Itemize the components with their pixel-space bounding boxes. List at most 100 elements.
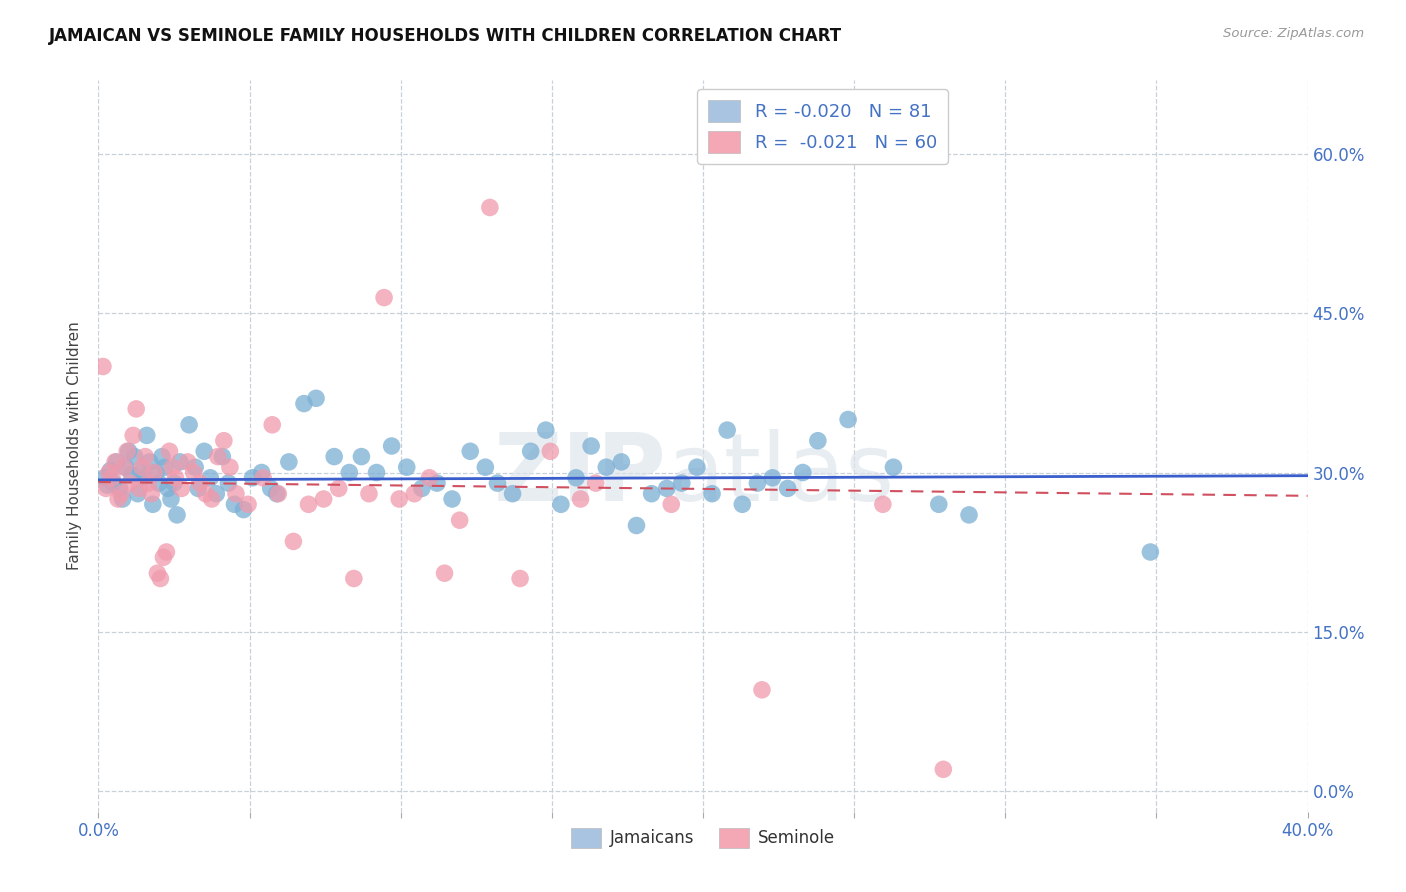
Point	[187, 482, 209, 496]
Point	[655, 482, 678, 496]
Point	[267, 486, 290, 500]
Point	[266, 486, 288, 500]
Point	[585, 476, 607, 491]
Point	[957, 508, 980, 522]
Point	[100, 463, 122, 477]
Point	[671, 476, 693, 491]
Point	[277, 455, 299, 469]
Point	[93, 471, 115, 485]
Point	[474, 460, 496, 475]
Point	[139, 455, 162, 469]
Point	[163, 476, 186, 491]
Point	[155, 545, 177, 559]
Point	[305, 392, 328, 406]
Text: Source: ZipAtlas.com: Source: ZipAtlas.com	[1223, 27, 1364, 40]
Point	[337, 466, 360, 480]
Point	[610, 455, 633, 469]
Point	[135, 428, 157, 442]
Point	[111, 491, 134, 506]
Point	[129, 466, 152, 480]
Point	[534, 423, 557, 437]
Point	[224, 497, 246, 511]
Point	[149, 572, 172, 586]
Point	[236, 497, 259, 511]
Point	[152, 550, 174, 565]
Point	[143, 466, 166, 480]
Point	[104, 455, 127, 469]
Point	[159, 444, 181, 458]
Point	[112, 460, 135, 475]
Point	[1139, 545, 1161, 559]
Point	[153, 460, 176, 475]
Point	[91, 359, 114, 374]
Point	[205, 486, 228, 500]
Point	[184, 460, 207, 475]
Point	[120, 476, 142, 491]
Point	[217, 476, 239, 491]
Point	[350, 450, 373, 464]
Point	[388, 491, 411, 506]
Point	[343, 572, 366, 586]
Point	[659, 497, 682, 511]
Point	[716, 423, 738, 437]
Point	[373, 291, 395, 305]
Point	[200, 471, 222, 485]
Point	[107, 491, 129, 506]
Point	[176, 455, 198, 469]
Point	[478, 201, 501, 215]
Text: ZIP: ZIP	[494, 429, 666, 521]
Point	[792, 466, 814, 480]
Point	[96, 478, 118, 492]
Point	[165, 471, 187, 485]
Point	[131, 460, 153, 475]
Point	[169, 455, 191, 469]
Point	[201, 491, 224, 506]
Point	[134, 450, 156, 464]
Point	[595, 460, 617, 475]
Point	[509, 572, 531, 586]
Point	[458, 444, 481, 458]
Point	[519, 444, 541, 458]
Point	[219, 460, 242, 475]
Point	[142, 497, 165, 511]
Point	[114, 460, 136, 475]
Point	[686, 460, 709, 475]
Point	[124, 450, 146, 464]
Point	[141, 486, 163, 500]
Point	[108, 482, 131, 496]
Point	[312, 491, 335, 506]
Point	[262, 417, 284, 432]
Point	[252, 471, 274, 485]
Point	[569, 491, 592, 506]
Point	[449, 513, 471, 527]
Legend: Jamaicans, Seminole: Jamaicans, Seminole	[565, 821, 841, 855]
Point	[148, 476, 170, 491]
Point	[761, 471, 783, 485]
Point	[486, 476, 509, 491]
Point	[283, 534, 305, 549]
Point	[882, 460, 904, 475]
Point	[418, 471, 440, 485]
Point	[128, 482, 150, 496]
Point	[411, 482, 433, 496]
Point	[98, 466, 121, 480]
Point	[150, 450, 173, 464]
Point	[550, 497, 572, 511]
Point	[121, 467, 143, 482]
Point	[188, 476, 211, 491]
Point	[225, 486, 247, 500]
Point	[115, 444, 138, 458]
Point	[932, 762, 955, 776]
Point	[323, 450, 346, 464]
Point	[426, 476, 449, 491]
Point	[166, 508, 188, 522]
Y-axis label: Family Households with Children: Family Households with Children	[67, 322, 83, 570]
Point	[110, 486, 132, 500]
Point	[260, 482, 283, 496]
Point	[132, 471, 155, 485]
Point	[538, 444, 561, 458]
Point	[640, 486, 662, 500]
Point	[404, 486, 426, 500]
Point	[125, 401, 148, 416]
Point	[122, 428, 145, 442]
